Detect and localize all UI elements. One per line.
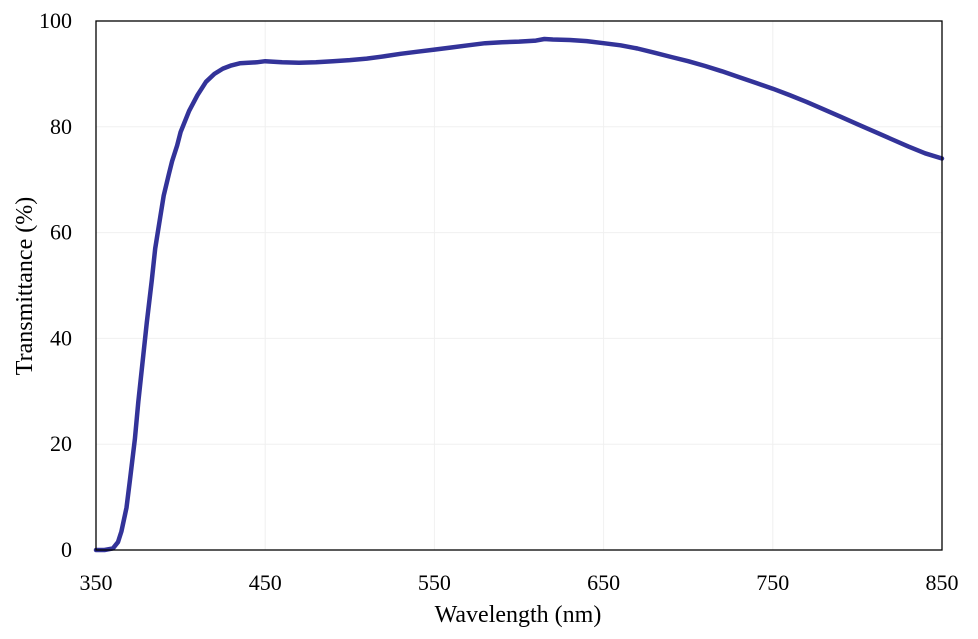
y-tick-label-1: 20 bbox=[50, 431, 72, 456]
x-tick-label-0: 350 bbox=[80, 570, 113, 595]
plot-frame bbox=[95, 20, 943, 551]
series-line-0 bbox=[93, 36, 945, 553]
y-tick-label-0: 0 bbox=[61, 537, 72, 562]
y-axis-title: Transmittance (%) bbox=[12, 197, 38, 375]
x-tick-label-2: 550 bbox=[418, 570, 451, 595]
x-axis-title: Wavelength (nm) bbox=[435, 602, 602, 628]
y-tick-label-4: 80 bbox=[50, 114, 72, 139]
x-tick-label-3: 650 bbox=[587, 570, 620, 595]
series-layer bbox=[93, 36, 945, 553]
x-tick-label-5: 850 bbox=[926, 570, 959, 595]
y-tick-label-2: 40 bbox=[50, 325, 72, 350]
x-tick-labels: 350 450 550 650 750 850 bbox=[80, 570, 959, 595]
y-tick-label-5: 100 bbox=[39, 8, 72, 33]
x-tick-label-4: 750 bbox=[756, 570, 789, 595]
y-tick-label-3: 60 bbox=[50, 220, 72, 245]
y-tick-labels: 0 20 40 60 80 100 bbox=[39, 8, 72, 562]
grid-layer bbox=[95, 20, 943, 551]
x-tick-label-1: 450 bbox=[249, 570, 282, 595]
